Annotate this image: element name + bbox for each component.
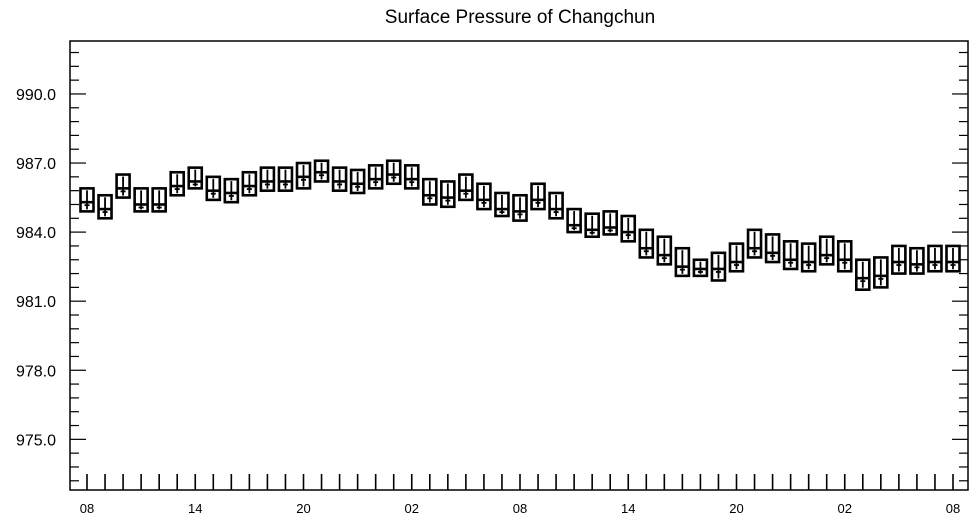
box-mark: [421, 177, 438, 206]
box-mark: [187, 166, 204, 190]
box-mark: [241, 170, 258, 197]
box-mark: [674, 246, 691, 278]
x-tick-label: 08: [513, 501, 527, 516]
x-tick-label: 08: [80, 501, 94, 516]
box-plot-series: [79, 159, 961, 291]
box-mark: [800, 242, 817, 273]
box-mark: [295, 161, 312, 190]
box-mark: [259, 166, 276, 192]
box-mark: [440, 180, 456, 209]
x-tick-label: 02: [838, 501, 852, 516]
box-mark: [458, 173, 474, 202]
box-mark: [133, 187, 149, 213]
x-tick-label: 02: [405, 501, 419, 516]
x-tick-label: 14: [621, 501, 635, 516]
box-mark: [223, 177, 240, 204]
box-mark: [746, 228, 763, 259]
y-axis: 975.0 978.0 981.0 984.0 987.0 990.0: [16, 51, 968, 482]
box-mark: [836, 240, 853, 273]
box-mark: [97, 193, 113, 220]
y-tick-label: 978.0: [16, 363, 56, 380]
x-tick-label: 20: [296, 501, 310, 516]
box-mark: [385, 159, 402, 186]
box-mark: [313, 159, 330, 183]
box-mark: [169, 170, 186, 197]
plot-frame: [69, 40, 969, 491]
box-mark: [367, 164, 384, 190]
box-mark: [331, 166, 348, 192]
box-mark: [566, 207, 582, 234]
y-tick-label: 990.0: [16, 87, 56, 104]
box-mark: [818, 235, 835, 266]
box-mark: [891, 244, 907, 275]
box-mark: [530, 182, 546, 211]
x-tick-label: 08: [946, 501, 960, 516]
box-mark: [656, 235, 673, 266]
box-mark: [205, 175, 222, 202]
box-mark: [692, 258, 709, 278]
box-mark: [476, 182, 492, 211]
box-mark: [512, 193, 528, 222]
x-axis: 08 14 20 02 08 14 20 02 08: [80, 474, 960, 516]
box-mark: [909, 246, 925, 275]
box-mark: [620, 214, 637, 243]
box-mark: [115, 173, 131, 199]
box-mark: [602, 210, 619, 236]
box-mark: [277, 166, 294, 192]
box-mark: [728, 242, 745, 273]
box-mark: [854, 258, 871, 291]
chart-title: Surface Pressure of Changchun: [385, 7, 655, 28]
box-mark: [79, 187, 95, 213]
box-mark: [945, 244, 961, 273]
x-tick-label: 20: [729, 501, 743, 516]
box-mark: [764, 233, 781, 264]
box-mark: [927, 244, 943, 273]
box-mark: [403, 164, 420, 190]
y-tick-label: 987.0: [16, 156, 56, 173]
box-mark: [638, 228, 655, 259]
box-mark: [349, 168, 366, 195]
box-mark: [710, 251, 727, 282]
y-tick-label: 981.0: [16, 294, 56, 311]
box-mark: [151, 187, 167, 213]
box-mark: [782, 240, 799, 271]
y-tick-label: 984.0: [16, 225, 56, 242]
box-mark: [548, 191, 564, 220]
y-tick-label: 975.0: [16, 432, 56, 449]
x-tick-label: 14: [188, 501, 202, 516]
box-mark: [873, 256, 889, 289]
box-mark: [584, 212, 600, 239]
box-mark: [494, 191, 510, 218]
